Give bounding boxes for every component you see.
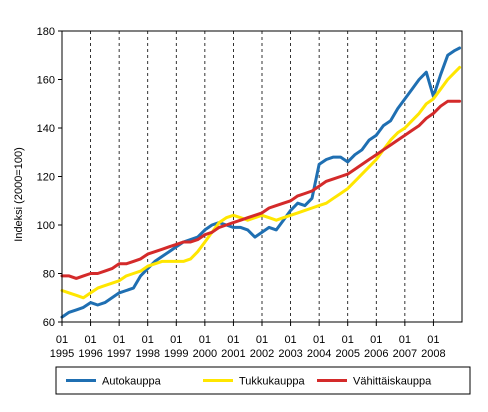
y-tick-label-160: 160 — [37, 75, 55, 87]
series-layer — [60, 46, 462, 319]
x-tick-month-1998: 01 — [142, 334, 154, 346]
legend: Autokauppa Tukkukauppa Vähittäiskauppa — [55, 366, 471, 395]
x-tick-year-1998: 1998 — [135, 348, 159, 360]
x-tick-month-1999: 01 — [170, 334, 182, 346]
x-tick-month-2000: 01 — [199, 334, 211, 346]
grid-layer — [90, 31, 434, 322]
x-tick-month-2005: 01 — [342, 334, 354, 346]
x-tick-year-2002: 2002 — [250, 348, 274, 360]
series-line-3 — [60, 99, 462, 280]
legend-items: Autokauppa Tukkukauppa Vähittäiskauppa — [66, 376, 432, 388]
x-tick-year-2004: 2004 — [307, 348, 331, 360]
x-tick-year-2007: 2007 — [393, 348, 417, 360]
x-tick-year-1997: 1997 — [107, 348, 131, 360]
legend-box — [55, 366, 471, 395]
x-tick-month-2006: 01 — [370, 334, 382, 346]
y-tick-label-140: 140 — [37, 123, 55, 135]
x-tick-month-2002: 01 — [256, 334, 268, 346]
y-axis-title: Indeksi (2000=100) — [13, 147, 25, 241]
x-tick-month-1995: 01 — [56, 334, 68, 346]
x-tick-year-2008: 2008 — [421, 348, 445, 360]
x-tick-year-2001: 2001 — [221, 348, 245, 360]
x-tick-month-2001: 01 — [227, 334, 239, 346]
x-tick-month-1997: 01 — [113, 334, 125, 346]
x-tick-month-1996: 01 — [84, 334, 96, 346]
series-line-2 — [60, 65, 462, 300]
y-tick-label-80: 80 — [43, 269, 55, 281]
x-tick-year-1999: 1999 — [164, 348, 188, 360]
y-tick-label-180: 180 — [37, 26, 55, 38]
legend-label-1: Autokauppa — [102, 376, 162, 388]
x-axis: 01 1995 01 1996 01 1997 01 1998 01 1999 01 2000 01 20… — [50, 322, 446, 360]
x-tick-year-2000: 2000 — [193, 348, 217, 360]
y-tick-label-120: 120 — [37, 172, 55, 184]
legend-label-2: Tukkukauppa — [239, 376, 306, 388]
x-tick-year-2003: 2003 — [278, 348, 302, 360]
series-line-1 — [60, 46, 462, 319]
x-tick-month-2003: 01 — [284, 334, 296, 346]
x-tick-month-2007: 01 — [399, 334, 411, 346]
legend-label-3: Vähittäiskauppa — [353, 376, 432, 388]
y-tick-label-60: 60 — [43, 317, 55, 329]
x-tick-year-1995: 1995 — [50, 348, 74, 360]
x-tick-year-2006: 2006 — [364, 348, 388, 360]
x-tick-year-2005: 2005 — [335, 348, 359, 360]
x-tick-month-2008: 01 — [427, 334, 439, 346]
x-tick-month-2004: 01 — [313, 334, 325, 346]
y-tick-label-100: 100 — [37, 220, 55, 232]
x-tick-year-1996: 1996 — [78, 348, 102, 360]
y-axis: 60 80 100 120 140 160 180 — [37, 26, 62, 329]
